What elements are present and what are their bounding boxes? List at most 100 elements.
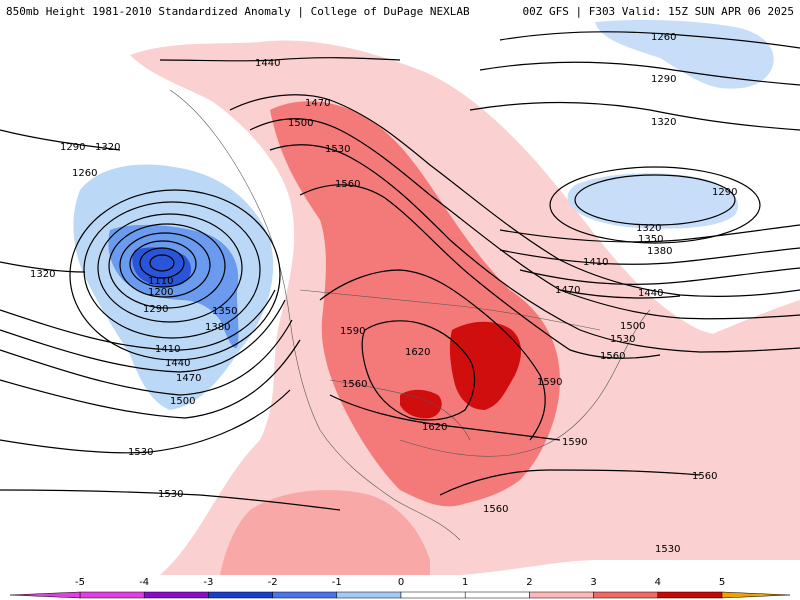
negative-anomaly-greenland [595, 20, 774, 89]
contour-1590-south [329, 394, 561, 441]
contour-1560-south [439, 469, 701, 496]
contour-1500 [0, 339, 301, 419]
contour-1530-ridge [269, 144, 800, 353]
contour-label: 1470 [305, 98, 330, 109]
valid-time-label: 00Z GFS | F303 Valid: 15Z SUN APR 06 202… [522, 5, 794, 18]
contour-1470-ridge [229, 94, 800, 297]
contour-ring [119, 232, 211, 298]
contour-label: 1290 [60, 142, 85, 153]
contour-label: 1560 [600, 351, 625, 362]
contour-label: 1410 [583, 257, 608, 268]
contour-label: 1500 [288, 118, 313, 129]
contour-1620-ridge [361, 320, 476, 421]
contour-label: 1410 [155, 344, 180, 355]
contour-1440-north [159, 57, 401, 62]
colorbar-tick-label: 5 [719, 577, 725, 588]
contour-label: 1440 [255, 58, 280, 69]
colorbar-swatch [400, 591, 466, 599]
contour-label: 1560 [342, 379, 367, 390]
colorbar-tick-label: -3 [203, 577, 213, 588]
height-contours [0, 31, 800, 511]
contour-label: 1500 [620, 321, 645, 332]
colorbar-swatch [208, 591, 273, 599]
contour-label: 1260 [651, 32, 676, 43]
contour-ring-east-1290 [574, 174, 736, 226]
colorbar-swatch [336, 591, 402, 599]
contour-label: 1260 [72, 168, 97, 179]
contour-1260-ne [499, 31, 800, 49]
negative-anomaly-3sd [132, 247, 192, 287]
contour-label: 1530 [610, 334, 635, 345]
contour-label: 1320 [651, 117, 676, 128]
contour-label: 1380 [647, 246, 672, 257]
contour-label: 1530 [128, 447, 153, 458]
gulf-coast-line [399, 309, 651, 457]
contour-label: 1620 [422, 422, 447, 433]
contour-label: 1560 [692, 471, 717, 482]
contour-label: 1350 [638, 234, 663, 245]
contour-label: 1290 [651, 74, 676, 85]
contour-label: 1320 [95, 142, 120, 153]
colorbar-swatches [9, 591, 791, 599]
positive-anomaly-3sd-plains [449, 321, 521, 410]
contour-label: 1470 [176, 373, 201, 384]
colorbar-tick-label: -4 [139, 577, 149, 588]
contour-ring [83, 201, 261, 339]
coastlines [169, 89, 651, 541]
contour-1440-east [559, 289, 681, 299]
colorbar-tick-label: 3 [590, 577, 596, 588]
contour-ring [149, 254, 175, 272]
contour-label: 1500 [170, 396, 195, 407]
colorbar-tick-label: 2 [526, 577, 532, 588]
colorbar-tick-label: -2 [268, 577, 278, 588]
positive-anomaly-atlantic [611, 300, 800, 560]
contour-ring [129, 240, 197, 288]
map-title: 850mb Height 1981-2010 Standardized Anom… [6, 5, 470, 18]
colorbar-tick-label: 0 [398, 577, 404, 588]
colorbar-swatch [79, 591, 145, 599]
negative-anomaly-east [567, 173, 739, 229]
contour-label: 1440 [638, 288, 663, 299]
positive-anomaly-pacific [220, 490, 430, 575]
west-coast-line [169, 89, 461, 541]
colorbar-max-arrow [721, 591, 791, 599]
colorbar-swatch [657, 591, 723, 599]
contour-label: 1350 [212, 306, 237, 317]
contour-1470 [0, 319, 293, 396]
contour-label: 1320 [30, 269, 55, 280]
contour-label: 1530 [158, 489, 183, 500]
contour-labels: 1440 1470 1500 1530 1560 1290 1320 1260 … [30, 32, 737, 555]
contour-1410-east [519, 267, 800, 285]
colorbar: -5 -4 -3 -2 -1 0 1 2 3 4 5 [0, 575, 800, 600]
contour-1320-nw [0, 261, 86, 273]
contour-label: 1380 [205, 322, 230, 333]
colorbar-swatch [464, 591, 530, 599]
contour-1530-west [0, 389, 291, 454]
header-bar: 850mb Height 1981-2010 Standardized Anom… [0, 0, 800, 20]
positive-anomaly-3sd-texas [400, 389, 442, 419]
contour-1530-sw [0, 489, 341, 511]
contour-ring-east-1320 [549, 166, 761, 244]
colorbar-ticks: -5 -4 -3 -2 -1 0 1 2 3 4 5 [75, 577, 725, 588]
contour-1590-ridge [319, 269, 546, 441]
contour-label: 1590 [537, 377, 562, 388]
contour-1290-ne [479, 61, 800, 86]
contour-1440 [0, 299, 286, 373]
contour-label: 1290 [143, 304, 168, 315]
contour-1560-ridge [299, 184, 661, 359]
contour-label: 1590 [562, 437, 587, 448]
contour-1410 [0, 289, 276, 351]
contour-label: 1560 [483, 504, 508, 515]
anomaly-shading [73, 20, 800, 576]
canada-border-line [299, 289, 601, 331]
contour-label: 1320 [636, 223, 661, 234]
contour-ring [97, 213, 243, 323]
colorbar-min-arrow [9, 591, 81, 599]
contour-1320-ne [469, 101, 800, 131]
contour-label: 1440 [165, 358, 190, 369]
contour-1380-east [499, 247, 800, 265]
colorbar-swatch [529, 591, 594, 599]
contour-label: 1590 [340, 326, 365, 337]
contour-label: 1560 [335, 179, 360, 190]
